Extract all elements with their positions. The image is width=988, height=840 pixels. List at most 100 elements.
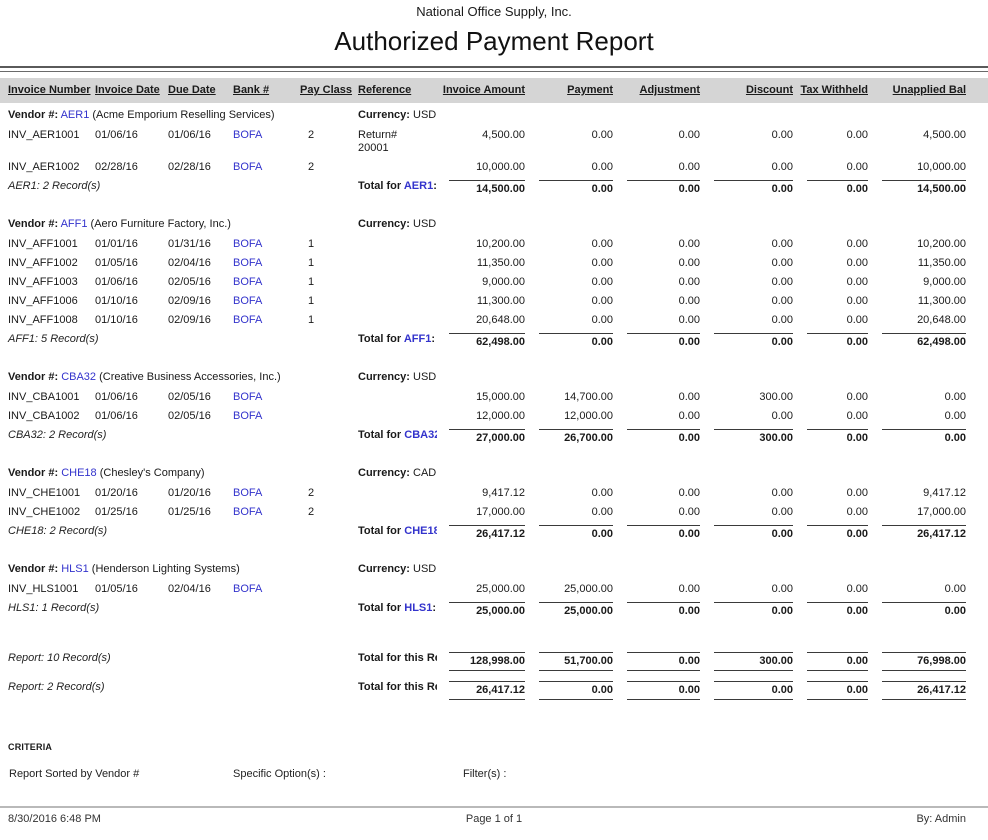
bank-link[interactable]: BOFA bbox=[233, 238, 263, 250]
bank-link[interactable]: BOFA bbox=[233, 410, 263, 422]
vendor-code-link[interactable]: AFF1 bbox=[403, 333, 432, 345]
cell-due-date: 01/25/16 bbox=[168, 506, 211, 518]
cell-adjustment: 0.00 bbox=[678, 391, 700, 403]
cell-payment: 25,000.00 bbox=[564, 583, 613, 595]
report-total-payment: 51,700.00 bbox=[527, 648, 615, 674]
cell-due-date: 02/28/16 bbox=[168, 161, 211, 173]
table-row: INV_CBA1001 01/06/16 02/05/16 BOFA 15,00… bbox=[0, 388, 988, 407]
currency-label: Currency: bbox=[358, 109, 410, 121]
total-label: Total for CHE18: bbox=[358, 522, 437, 544]
total-unapplied-bal: 0.00 bbox=[870, 599, 988, 621]
total-payment: 25,000.00 bbox=[527, 599, 615, 621]
spacer-row bbox=[0, 448, 988, 461]
currency-value: USD bbox=[413, 371, 437, 383]
total-invoice-amount: 25,000.00 bbox=[437, 599, 527, 621]
report-total-discount: 0.00 bbox=[702, 677, 795, 703]
cell-pay-class: 2 bbox=[308, 161, 315, 173]
cell-due-date: 01/20/16 bbox=[168, 487, 211, 499]
bank-link[interactable]: BOFA bbox=[233, 129, 263, 141]
report-total-tax-withheld: 0.00 bbox=[795, 677, 870, 703]
report-record-count: Report: 10 Record(s) bbox=[8, 652, 111, 664]
cell-invoice-amount: 4,500.00 bbox=[482, 129, 525, 141]
vendor-name: (Henderson Lighting Systems) bbox=[91, 563, 240, 575]
cell-invoice-date: 01/20/16 bbox=[95, 487, 138, 499]
col-header-reference: Reference bbox=[358, 78, 437, 103]
cell-tax-withheld: 0.00 bbox=[846, 583, 868, 595]
table-row: INV_AFF1001 01/01/16 01/31/16 BOFA 1 10,… bbox=[0, 235, 988, 254]
cell-pay-class: 1 bbox=[308, 295, 315, 307]
bank-link[interactable]: BOFA bbox=[233, 257, 263, 269]
vendor-code-link[interactable]: HLS1 bbox=[61, 563, 89, 575]
total-invoice-amount: 27,000.00 bbox=[437, 426, 527, 448]
cell-due-date: 02/09/16 bbox=[168, 295, 211, 307]
vendor-code-link[interactable]: CHE18 bbox=[404, 525, 437, 537]
cell-invoice-amount: 20,648.00 bbox=[476, 314, 525, 326]
bank-link[interactable]: BOFA bbox=[233, 314, 263, 326]
report-total-unapplied-bal: 76,998.00 bbox=[870, 648, 988, 674]
currency-value: CAD bbox=[413, 467, 437, 479]
cell-reference bbox=[358, 292, 437, 311]
report-total-label: Total for this Report: bbox=[358, 652, 437, 664]
bank-link[interactable]: BOFA bbox=[233, 161, 263, 173]
vendor-code-link[interactable]: AER1 bbox=[403, 180, 434, 192]
cell-invoice-number: INV_AFF1001 bbox=[8, 238, 78, 250]
vendor-code-link[interactable]: CHE18 bbox=[61, 467, 97, 479]
col-header-tax-withheld: Tax Withheld bbox=[795, 78, 870, 103]
total-unapplied-bal: 62,498.00 bbox=[870, 330, 988, 352]
currency-label: Currency: bbox=[358, 467, 410, 479]
cell-invoice-amount: 10,000.00 bbox=[476, 161, 525, 173]
vendor-code-link[interactable]: AER1 bbox=[60, 109, 90, 121]
cell-reference bbox=[358, 158, 437, 177]
bank-link[interactable]: BOFA bbox=[233, 487, 263, 499]
vendor-code-link[interactable]: AFF1 bbox=[60, 218, 88, 230]
bank-link[interactable]: BOFA bbox=[233, 295, 263, 307]
total-discount: 300.00 bbox=[702, 426, 795, 448]
cell-invoice-amount: 10,200.00 bbox=[476, 238, 525, 250]
cell-pay-class: 2 bbox=[308, 487, 315, 499]
cell-adjustment: 0.00 bbox=[678, 583, 700, 595]
total-label: Total for HLS1: bbox=[358, 602, 437, 614]
vendor-code-link[interactable]: HLS1 bbox=[8, 602, 36, 614]
total-tax-withheld: 0.00 bbox=[795, 177, 870, 199]
bank-link[interactable]: BOFA bbox=[233, 583, 263, 595]
vendor-label: Vendor #: bbox=[8, 563, 59, 575]
cell-reference bbox=[358, 407, 437, 426]
spacer-row bbox=[0, 621, 988, 648]
cell-due-date: 02/05/16 bbox=[168, 410, 211, 422]
vendor-code-link[interactable]: AER1 bbox=[8, 180, 37, 192]
total-adjustment: 0.00 bbox=[615, 426, 702, 448]
total-label: Total for CBA32: bbox=[358, 426, 437, 448]
vendor-label: Vendor #: bbox=[8, 467, 59, 479]
vendor-code-link[interactable]: HLS1 bbox=[404, 602, 433, 614]
cell-payment: 0.00 bbox=[591, 506, 613, 518]
cell-pay-class bbox=[300, 407, 358, 426]
cell-payment: 0.00 bbox=[591, 238, 613, 250]
spacer-row bbox=[0, 199, 988, 212]
total-discount: 0.00 bbox=[702, 522, 795, 544]
vendor-code-link[interactable]: CHE18 bbox=[8, 525, 44, 537]
total-discount: 0.00 bbox=[702, 177, 795, 199]
vendor-code-link[interactable]: CBA32 bbox=[404, 429, 437, 441]
total-tax-withheld: 0.00 bbox=[795, 599, 870, 621]
cell-invoice-amount: 15,000.00 bbox=[476, 391, 525, 403]
vendor-code-link[interactable]: CBA32 bbox=[61, 371, 97, 383]
bank-link[interactable]: BOFA bbox=[233, 276, 263, 288]
column-header-row: Invoice Number Invoice Date Due Date Ban… bbox=[0, 78, 988, 103]
total-label: Total for AER1: bbox=[358, 180, 437, 192]
bank-link[interactable]: BOFA bbox=[233, 391, 263, 403]
cell-discount: 0.00 bbox=[771, 487, 793, 499]
record-count: CBA32: 2 Record(s) bbox=[8, 429, 107, 441]
currency-label: Currency: bbox=[358, 563, 410, 575]
cell-discount: 0.00 bbox=[771, 583, 793, 595]
cell-discount: 0.00 bbox=[771, 506, 793, 518]
vendor-code-link[interactable]: CBA32 bbox=[8, 429, 43, 441]
report-total-adjustment: 0.00 bbox=[615, 648, 702, 674]
total-payment: 0.00 bbox=[527, 177, 615, 199]
total-discount: 0.00 bbox=[702, 330, 795, 352]
cell-discount: 0.00 bbox=[771, 161, 793, 173]
report-total-unapplied-bal: 26,417.12 bbox=[870, 677, 988, 703]
cell-payment: 0.00 bbox=[591, 276, 613, 288]
currency-cell: Currency: USD bbox=[358, 103, 988, 126]
bank-link[interactable]: BOFA bbox=[233, 506, 263, 518]
vendor-code-link[interactable]: AFF1 bbox=[8, 333, 35, 345]
